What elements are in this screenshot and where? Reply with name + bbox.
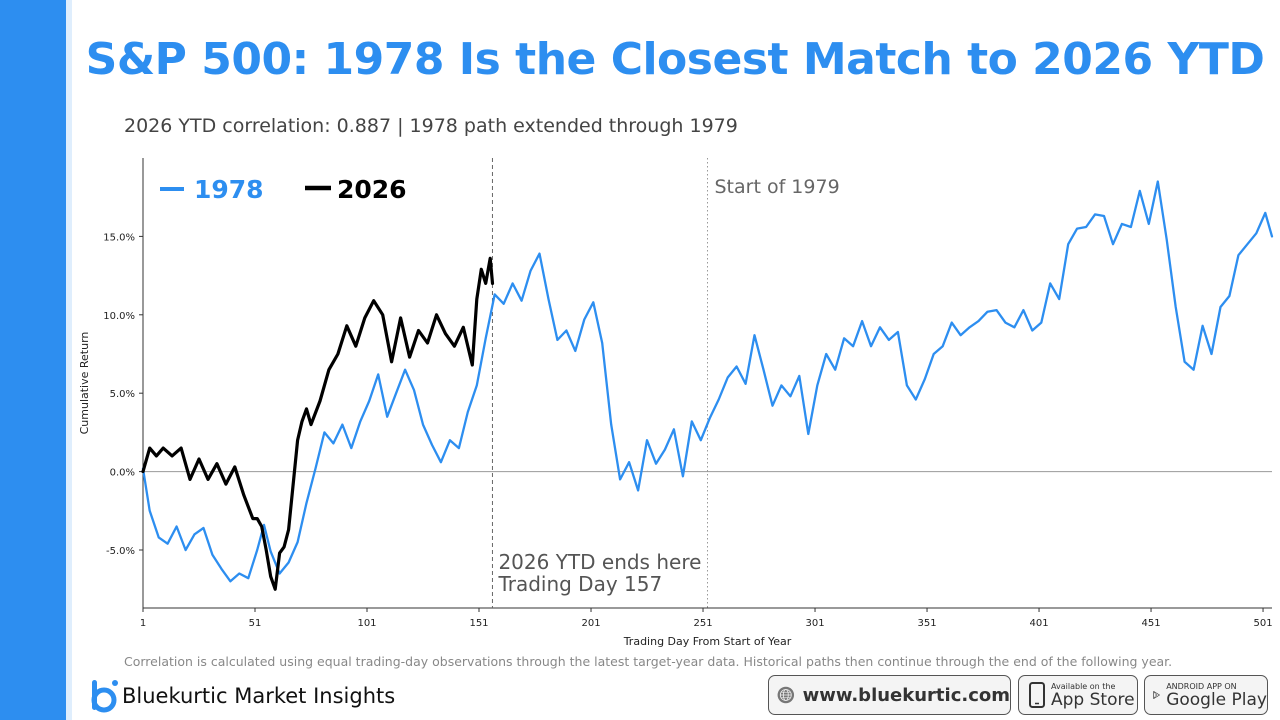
y-tick-label: 5.0% — [110, 389, 135, 400]
google-play-small-text: ANDROID APP ON — [1166, 681, 1237, 691]
left-accent-bar — [0, 0, 66, 720]
x-tick-label: 251 — [693, 618, 712, 629]
globe-icon — [777, 686, 795, 704]
app-store-button[interactable]: Available on the App Store — [1018, 675, 1138, 715]
y-axis-label: Cumulative Return — [78, 332, 91, 435]
x-tick-label: 501 — [1253, 618, 1272, 629]
brand: Bluekurtic Market Insights — [86, 676, 395, 716]
x-tick-label: 151 — [469, 618, 488, 629]
x-tick-label: 1 — [140, 618, 146, 629]
phone-icon — [1029, 682, 1045, 708]
website-url: www.bluekurtic.com — [802, 684, 1010, 706]
play-store-icon — [1153, 691, 1160, 699]
page-subtitle: 2026 YTD correlation: 0.887 | 1978 path … — [124, 115, 738, 137]
legend-label-1978: 1978 — [194, 175, 264, 204]
brand-logo-icon — [91, 680, 118, 713]
year-start-annotation: Start of 1979 — [715, 176, 840, 198]
series-line-1978 — [141, 180, 1274, 583]
app-store-small-text: Available on the — [1051, 681, 1116, 691]
legend-label-2026: 2026 — [337, 175, 407, 204]
app-store-label: App Store — [1051, 689, 1135, 710]
x-tick-label: 401 — [1029, 618, 1048, 629]
y-tick-label: -5.0% — [106, 546, 135, 557]
x-tick-label: 201 — [581, 618, 600, 629]
x-axis-label: Trading Day From Start of Year — [623, 635, 792, 648]
google-play-label: Google Play — [1166, 689, 1267, 710]
page-title: S&P 500: 1978 Is the Closest Match to 20… — [85, 34, 1265, 85]
website-button[interactable]: www.bluekurtic.com — [768, 675, 1011, 715]
x-tick-label: 101 — [357, 618, 376, 629]
ytd-end-annotation: Trading Day 157 — [497, 572, 662, 596]
footnote: Correlation is calculated using equal tr… — [124, 654, 1173, 669]
ytd-end-annotation: 2026 YTD ends here — [498, 550, 701, 574]
brand-name: Bluekurtic Market Insights — [122, 684, 396, 708]
y-tick-label: 0.0% — [110, 468, 135, 479]
y-tick-label: 15.0% — [103, 232, 135, 243]
x-tick-label: 451 — [1141, 618, 1160, 629]
x-tick-label: 351 — [917, 618, 936, 629]
series-line-2026 — [141, 256, 495, 591]
y-tick-label: 10.0% — [103, 311, 135, 322]
x-tick-label: 301 — [805, 618, 824, 629]
left-accent-stripe — [66, 0, 72, 720]
google-play-button[interactable]: ANDROID APP ON Google Play — [1144, 675, 1268, 715]
x-tick-label: 51 — [249, 618, 262, 629]
line-chart: -5.0%0.0%5.0%10.0%15.0%1 51 101 151 201 251 30… — [78, 158, 1274, 648]
